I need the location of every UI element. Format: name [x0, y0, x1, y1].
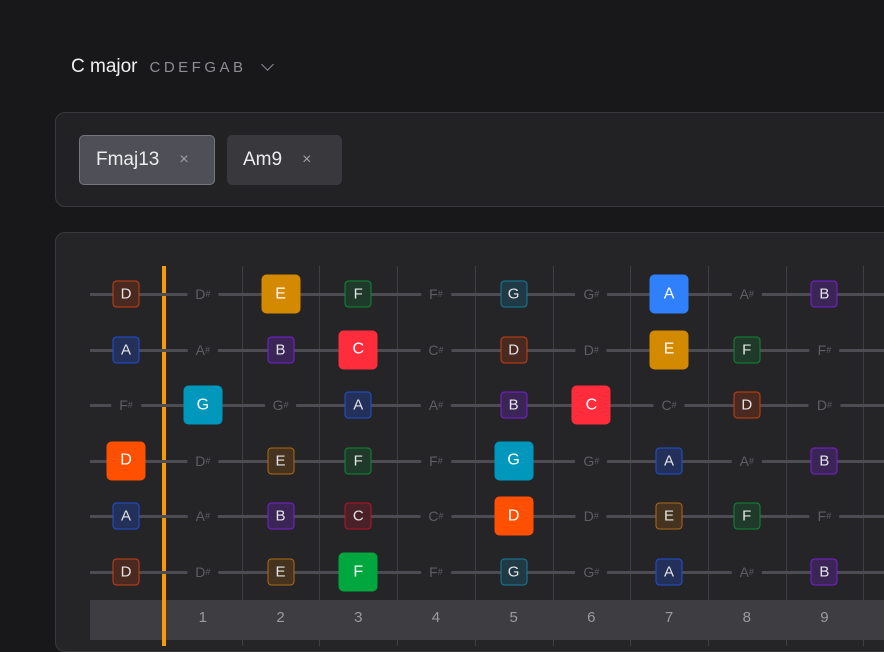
- string-line: [90, 515, 884, 519]
- fret-line: [863, 266, 865, 646]
- scale-notes: CDEFGAB: [149, 58, 247, 76]
- note-b[interactable]: B: [267, 502, 295, 530]
- close-icon[interactable]: ×: [179, 151, 189, 168]
- fret-number: 4: [431, 609, 441, 626]
- note-d-sharp[interactable]: D #: [808, 397, 841, 414]
- fret-line: [241, 266, 243, 646]
- note-a-sharp[interactable]: A #: [187, 508, 219, 525]
- note-g-sharp[interactable]: G #: [264, 397, 297, 414]
- fret-number: 2: [276, 609, 285, 626]
- note-g-sharp[interactable]: G #: [575, 286, 608, 302]
- string-line: [90, 404, 884, 408]
- note-a[interactable]: A: [655, 558, 683, 586]
- close-icon[interactable]: ×: [302, 151, 312, 168]
- note-f-sharp[interactable]: F #: [809, 341, 840, 358]
- scale-name: C major: [71, 56, 138, 77]
- note-b[interactable]: B: [810, 558, 838, 586]
- note-f[interactable]: F: [733, 336, 761, 364]
- note-b[interactable]: B: [810, 280, 838, 308]
- note-c[interactable]: C: [344, 502, 372, 530]
- note-c-sharp[interactable]: C #: [653, 397, 685, 414]
- fret-number: 3: [354, 609, 363, 626]
- chord-panel: Fmaj13 × Am9 ×: [55, 112, 884, 207]
- note-c[interactable]: C: [571, 385, 611, 425]
- note-d[interactable]: D: [500, 336, 528, 364]
- note-a[interactable]: A: [112, 336, 140, 364]
- note-e[interactable]: E: [655, 502, 683, 530]
- note-d[interactable]: D: [112, 558, 140, 586]
- note-a-sharp[interactable]: A #: [420, 397, 452, 414]
- note-a[interactable]: A: [649, 274, 689, 314]
- note-d-sharp[interactable]: D #: [187, 286, 219, 302]
- note-g-sharp[interactable]: G #: [575, 564, 608, 580]
- note-e[interactable]: E: [649, 330, 689, 370]
- fret-line: [707, 266, 709, 646]
- nut: [162, 266, 166, 646]
- note-f-sharp[interactable]: F #: [809, 508, 840, 525]
- fret-number: 6: [587, 609, 596, 626]
- fret-line: [319, 266, 321, 646]
- fret-number-bar: [90, 600, 884, 640]
- note-f[interactable]: F: [338, 552, 378, 592]
- note-c-sharp[interactable]: C #: [420, 341, 452, 358]
- string-line: [90, 571, 884, 574]
- string-line: [90, 459, 884, 463]
- fret-number: 9: [820, 609, 829, 626]
- note-b[interactable]: B: [810, 447, 838, 475]
- string-line: [90, 293, 884, 296]
- fret-line: [397, 266, 399, 646]
- note-g[interactable]: G: [183, 385, 223, 425]
- note-a[interactable]: A: [655, 447, 683, 475]
- note-a-sharp[interactable]: A #: [187, 341, 219, 358]
- chevron-down-icon: [260, 58, 274, 71]
- chord-label: Am9: [243, 149, 283, 170]
- fret-line: [474, 266, 476, 646]
- note-a-sharp[interactable]: A #: [731, 286, 762, 302]
- fret-line: [552, 266, 554, 646]
- note-d-sharp[interactable]: D #: [575, 341, 607, 358]
- string-line: [90, 348, 884, 352]
- fret-number: 8: [742, 609, 751, 626]
- note-c[interactable]: C: [338, 330, 378, 370]
- note-f[interactable]: F: [733, 502, 761, 530]
- fretboard: 1 2 3 4 5 6 7 8 9 D D # E F F # G G # A A # B A A # B C C # D D # E F F # F # G…: [55, 232, 884, 652]
- note-a-sharp[interactable]: A #: [731, 564, 762, 580]
- note-d-sharp[interactable]: D #: [187, 452, 219, 469]
- note-d-sharp[interactable]: D #: [575, 508, 607, 525]
- scale-selector[interactable]: C major CDEFGAB: [71, 56, 274, 78]
- chord-chip-am9[interactable]: Am9 ×: [227, 135, 342, 185]
- note-e[interactable]: E: [267, 447, 295, 475]
- note-g-sharp[interactable]: G #: [575, 452, 608, 469]
- chord-chip-fmaj13[interactable]: Fmaj13 ×: [79, 135, 215, 185]
- fret-number: 5: [509, 609, 518, 626]
- note-d-sharp[interactable]: D #: [187, 564, 219, 580]
- note-e[interactable]: E: [267, 558, 295, 586]
- note-a[interactable]: A: [344, 391, 372, 419]
- note-f[interactable]: F: [344, 447, 372, 475]
- note-f-sharp[interactable]: F #: [421, 452, 451, 469]
- note-g[interactable]: G: [500, 558, 528, 586]
- note-f-sharp[interactable]: F #: [421, 286, 451, 302]
- note-f-sharp[interactable]: F #: [421, 564, 451, 580]
- note-a[interactable]: A: [112, 502, 140, 530]
- note-g[interactable]: G: [500, 280, 528, 308]
- note-a-sharp[interactable]: A #: [731, 452, 762, 469]
- fret-number: 7: [664, 609, 674, 626]
- note-g[interactable]: G: [494, 441, 534, 481]
- note-d[interactable]: D: [112, 280, 140, 308]
- fret-line: [630, 266, 632, 646]
- note-d[interactable]: D: [733, 391, 761, 419]
- note-e[interactable]: E: [261, 274, 301, 314]
- note-f[interactable]: F: [344, 280, 372, 308]
- fret-number: 1: [198, 609, 208, 626]
- note-b[interactable]: B: [267, 336, 295, 364]
- note-d[interactable]: D: [494, 496, 534, 536]
- note-f-sharp[interactable]: F #: [111, 397, 141, 414]
- chord-label: Fmaj13: [96, 149, 160, 170]
- note-d[interactable]: D: [106, 441, 146, 481]
- fret-line: [785, 266, 787, 646]
- note-b[interactable]: B: [500, 391, 528, 419]
- note-c-sharp[interactable]: C #: [420, 508, 452, 525]
